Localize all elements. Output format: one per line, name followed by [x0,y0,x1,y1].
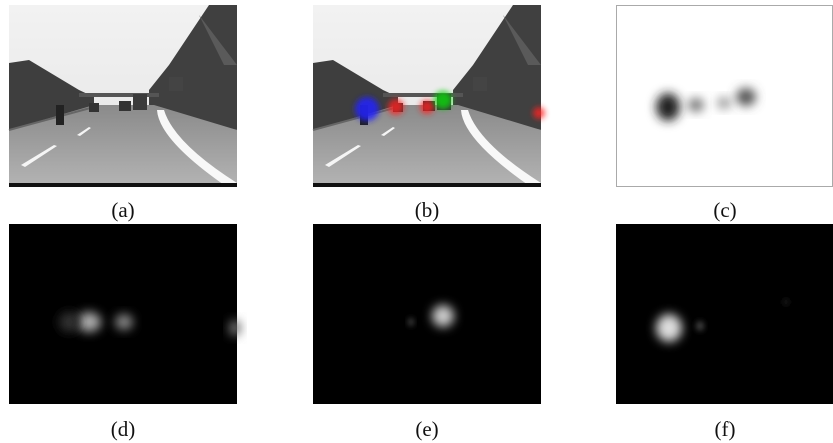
panel-image-b [313,5,545,187]
caption: (b) [415,198,440,222]
caption: (d) [111,417,136,441]
panel-image-a [9,5,237,187]
caption: (f) [715,417,736,441]
figure: (a) (b) (c) (d) (e) (f) [0,0,833,443]
caption: (a) [111,198,134,222]
caption: (e) [415,417,438,441]
panel-image-e [313,224,541,404]
panel-image-d [9,224,241,404]
panel-image-f [616,224,833,404]
panel-image-c [617,6,833,187]
caption: (c) [713,198,736,222]
